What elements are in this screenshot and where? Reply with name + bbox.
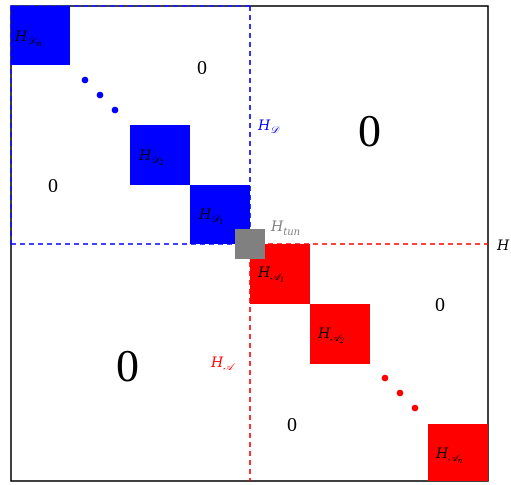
zero-offdiag-top-right: 0 (358, 105, 381, 156)
acceptor-block-2 (310, 304, 370, 364)
donor-ellipsis-dots (81, 76, 119, 114)
acceptor-region-label: H𝒜 (210, 355, 236, 373)
acceptor-ellipsis-dots (381, 374, 419, 412)
donor-block-2-label: H𝒟2 (138, 148, 164, 167)
zero-donor-inner-left: 0 (48, 175, 58, 197)
acceptor-block-n-label: H𝒜n (435, 446, 463, 465)
donor-block-m (11, 6, 70, 65)
donor-block-1-label: H𝒟1 (198, 207, 224, 226)
tunnel-label: Htun (270, 219, 300, 238)
acceptor-block-2-label: H𝒜2 (317, 326, 345, 345)
donor-region-label: H𝒟 (257, 118, 280, 136)
donor-block-2 (130, 125, 190, 185)
acceptor-block-n (428, 424, 488, 481)
zero-acceptor-inner-right: 0 (435, 294, 445, 316)
donor-block-m-label: H𝒟m (14, 29, 42, 48)
tunnel-block (235, 229, 265, 259)
zero-offdiag-bottom-left: 0 (116, 340, 139, 391)
zero-donor-inner-top: 0 (197, 57, 207, 79)
acceptor-block-1-label: H𝒜1 (257, 265, 284, 284)
zero-acceptor-inner-bottom: 0 (287, 414, 297, 436)
clipped-right-label: H (496, 238, 510, 254)
